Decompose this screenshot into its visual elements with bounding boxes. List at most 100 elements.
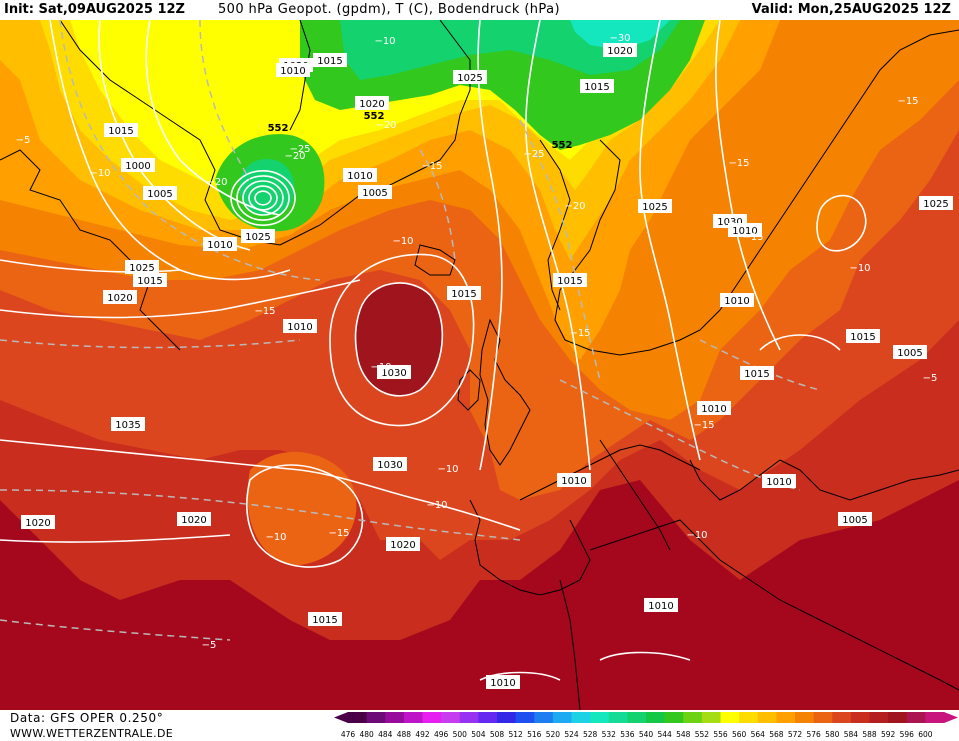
isobar-label-box (377, 365, 411, 379)
isobar-7 (354, 282, 444, 397)
isobar-label-box (580, 79, 614, 93)
isobar-label-17: 1015 (846, 329, 880, 343)
isobar-label-text: 1010 (207, 240, 232, 251)
isobar-label-text: 1015 (108, 126, 133, 137)
colorbar-swatch-23 (776, 712, 796, 723)
colorbar-tick-label-29: 592 (881, 730, 896, 739)
isotherm-label-21: −10 (265, 532, 286, 543)
isotherm-label-13: −15 (254, 306, 275, 317)
isobar-lines (0, 20, 867, 681)
isobar-label-text: 1015 (451, 289, 476, 300)
isobar-label-12: 1025 (638, 199, 672, 213)
weather-map: 1020 1015 1000 1005 1010 1005 1010 1015 1020 1025… (0, 20, 959, 710)
isobar-label-text: 1010 (701, 404, 726, 415)
colorbar-swatch-16 (646, 712, 666, 723)
isotherm-label-2: −20 (206, 177, 227, 188)
isobar-label-box (283, 319, 317, 333)
coastline-10 (559, 579, 581, 710)
isobar-label-text: 1010 (347, 171, 372, 182)
colorbar-tick-label-21: 560 (732, 730, 747, 739)
isotherm-1 (199, 20, 251, 181)
colorbar-swatch-6 (459, 712, 479, 723)
height-label-0: 552 (268, 123, 289, 134)
colorbar-swatch-5 (441, 712, 461, 723)
colorbar-swatch-24 (795, 712, 815, 723)
isobar-label-text: 1015 (137, 276, 162, 287)
isobar-label-28: 1025 (125, 260, 159, 274)
isotherm-label-text: −15 (421, 161, 442, 172)
colorbar-swatch-28 (869, 712, 889, 723)
coastline-7 (539, 139, 571, 311)
isobar-label-text: 1020 (359, 99, 384, 110)
coastline-4 (479, 318, 531, 466)
website: WWW.WETTERZENTRALE.DE (10, 727, 173, 740)
isobar-label-box (386, 537, 420, 551)
colorbar-arrow-left (334, 712, 348, 723)
isobar-label-box (919, 196, 953, 210)
isobar-label-text: 1030 (717, 217, 742, 228)
isobar-label-box (720, 293, 754, 307)
isotherm-label-25: −5 (202, 640, 217, 651)
isobar-label-8: 1020 (355, 96, 389, 110)
isotherm-label-text: −10 (686, 530, 707, 541)
coastlines (0, 20, 959, 710)
low-ring-3 (236, 175, 290, 221)
isotherm-label-text: −30 (609, 33, 630, 44)
isotherm-label-20: −15 (328, 528, 349, 539)
colorbar-swatch-12 (571, 712, 591, 723)
colorbar-tick-label-23: 568 (769, 730, 784, 739)
isobar-label-32: 1020 (386, 537, 420, 551)
isobar-label-19: 1010 (697, 401, 731, 415)
isobar-label-box (121, 158, 155, 172)
isobar-label-1: 1015 (104, 123, 138, 137)
isotherm-label-1: −10 (89, 168, 110, 179)
isobar-label-text: 1005 (147, 189, 172, 200)
isotherm-3 (519, 119, 601, 381)
isobar-label-text: 1020 (181, 515, 206, 526)
low-ring-0 (254, 190, 272, 206)
isotherm-label-text: −5 (923, 373, 938, 384)
isotherm-label-text: −20 (284, 151, 305, 162)
isobar-label-box (373, 457, 407, 471)
colorbar-tick-label-13: 528 (583, 730, 598, 739)
colorbar-swatch-22 (757, 712, 777, 723)
isotherm-label-text: −20 (564, 201, 585, 212)
isotherm-label-0: −5 (16, 135, 31, 146)
colorbar-swatch-10 (534, 712, 554, 723)
isobar-label-38: 1010 (486, 675, 520, 689)
colorbar-tick-label-20: 556 (713, 730, 728, 739)
isotherm-label-text: −15 (897, 96, 918, 107)
isobar-label-text: 1020 (607, 46, 632, 57)
isotherm-label-18: −10 (437, 464, 458, 475)
isobar-label-text: 1015 (557, 276, 582, 287)
isotherm-label-text: −10 (265, 532, 286, 543)
isobar-6 (0, 534, 231, 543)
colorbar-tick-label-19: 552 (695, 730, 710, 739)
isobar-label-box (697, 401, 731, 415)
isobar-label-24: 1030 (377, 365, 411, 379)
colorbar-swatch-29 (888, 712, 908, 723)
colorbar-swatch-27 (850, 712, 870, 723)
colorbar-swatch-18 (683, 712, 703, 723)
isobar-label-26: 1035 (111, 417, 145, 431)
colorbar-tick-label-0: 476 (341, 730, 356, 739)
colorbar-swatch-1 (366, 712, 386, 723)
colorbar-legend: 476 480 484 488 492 496 500 504 508 512 516 520 524 5… (334, 712, 958, 739)
isobar-label-text: 1015 (317, 56, 342, 67)
colorbar-swatch-20 (720, 712, 740, 723)
isobar-label-6: 1010 (276, 63, 310, 77)
isobar-12 (639, 20, 701, 461)
isobar-13 (715, 20, 781, 351)
isobar-label-box (104, 123, 138, 137)
isobar-label-22: 1015 (447, 286, 481, 300)
colorbar-swatch-0 (348, 712, 368, 723)
isobar-label-box (103, 290, 137, 304)
isotherm-label-11: −15 (897, 96, 918, 107)
isotherm-label-text: −5 (202, 640, 217, 651)
isobar-label-box (343, 168, 377, 182)
isobar-label-16: 1010 (720, 293, 754, 307)
isotherm-label-6: −20 (284, 151, 305, 162)
colorbar-swatch-17 (664, 712, 684, 723)
low-ring-1 (248, 185, 278, 211)
colorbar-tick-label-1: 480 (359, 730, 374, 739)
